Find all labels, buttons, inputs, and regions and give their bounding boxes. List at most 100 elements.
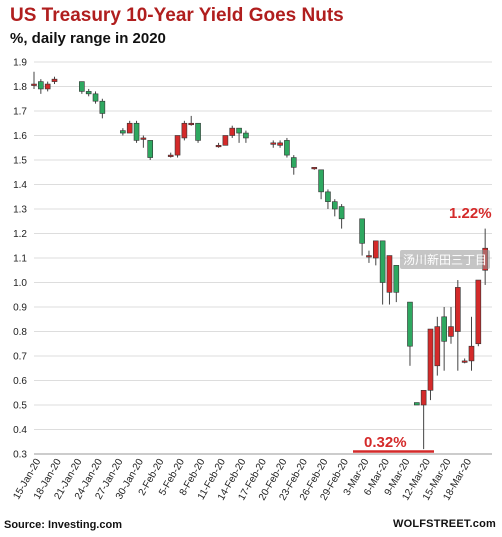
candle-body-up: [215, 145, 222, 148]
candle: [290, 155, 297, 175]
chart-subtitle: %, daily range in 2020: [10, 30, 166, 47]
candle-body-down: [92, 93, 99, 102]
source-label: Source: Investing.com: [4, 519, 122, 531]
y-tick-label: 1.5: [13, 156, 27, 167]
candle-body-up: [366, 255, 372, 258]
candle: [372, 240, 379, 266]
candle: [284, 137, 290, 158]
candle: [414, 402, 420, 406]
candle: [120, 128, 126, 136]
candle-body-down: [133, 122, 140, 141]
y-tick-label: 0.9: [13, 303, 27, 314]
candle: [311, 167, 318, 170]
candle: [167, 152, 174, 158]
candle: [455, 280, 461, 371]
candle-body-up: [229, 127, 236, 136]
candle: [277, 140, 283, 148]
y-tick-label: 1.7: [13, 107, 27, 118]
candle-body-down: [379, 240, 386, 283]
candle: [270, 140, 277, 148]
candle: [126, 120, 133, 134]
candle: [366, 250, 372, 263]
candle-body-down: [85, 91, 92, 95]
candle: [31, 71, 37, 89]
candle-body-down: [441, 316, 447, 342]
candle-body-up: [140, 137, 147, 140]
candle-body-up: [372, 240, 379, 259]
y-tick-label: 1.3: [13, 205, 27, 216]
candle: [461, 358, 468, 364]
candle: [133, 120, 140, 143]
y-tick-label: 1.8: [13, 82, 27, 93]
candle-body-down: [331, 201, 338, 210]
candle: [427, 328, 434, 401]
candle: [85, 88, 92, 97]
candle-body-up: [386, 255, 393, 293]
candle-body-up: [420, 389, 427, 406]
y-tick-label: 1.4: [13, 180, 27, 191]
candle: [359, 218, 365, 256]
candle-body-up: [427, 328, 434, 391]
candle: [174, 135, 181, 158]
y-tick-label: 0.7: [13, 352, 27, 363]
y-tick-label: 0.4: [13, 425, 27, 436]
y-tick-label: 0.5: [13, 401, 27, 412]
candle-body-down: [147, 140, 154, 158]
candle-body-down: [407, 301, 413, 347]
candle-body-down: [284, 140, 290, 156]
candle-body-up: [475, 279, 482, 345]
y-tick-label: 0.3: [13, 450, 27, 461]
candle-body-up: [270, 142, 277, 145]
candle-body-up: [51, 78, 58, 82]
candle-body-up: [31, 83, 37, 86]
candle-body-down: [318, 169, 324, 193]
candle-body-down: [359, 218, 365, 244]
candle: [188, 115, 195, 126]
candle-body-up: [468, 345, 475, 362]
grid-layer: [34, 61, 492, 455]
candle-body-up: [188, 122, 195, 126]
candle: [195, 122, 201, 143]
candle-body-down: [414, 402, 420, 406]
candle: [434, 316, 441, 376]
candle: [38, 79, 44, 94]
y-tick-label: 1.2: [13, 229, 27, 240]
candle: [147, 140, 154, 160]
y-tick-label: 1.0: [13, 278, 27, 289]
watermark: 汤川新田三丁目: [400, 250, 491, 269]
candle: [215, 142, 222, 148]
candle-body-down: [236, 127, 242, 134]
candle: [318, 169, 324, 200]
candle-body-down: [38, 81, 44, 90]
candle-body-down: [338, 206, 345, 220]
candle-body-up: [174, 135, 181, 156]
candle: [393, 265, 400, 303]
candle: [468, 316, 475, 371]
annotation-layer: 1.22% 0.32%: [353, 205, 492, 453]
x-axis: 15-Jan-2018-Jan-2021-Jan-2024-Jan-2027-J…: [11, 457, 474, 503]
candle-layer: [31, 71, 488, 450]
candle: [99, 98, 106, 119]
candle: [79, 81, 85, 94]
candle: [51, 76, 58, 85]
candle-body-down: [290, 157, 297, 168]
chart-title: US Treasury 10-Year Yield Goes Nuts: [10, 5, 344, 26]
candle: [379, 240, 386, 305]
candle-body-down: [393, 265, 400, 293]
candle-body-up: [455, 287, 461, 332]
y-tick-label: 0.8: [13, 327, 27, 338]
candle-body-down: [243, 132, 249, 139]
candle: [325, 189, 331, 209]
candle-body-down: [99, 100, 106, 114]
candle-body-up: [461, 360, 468, 363]
y-tick-label: 1.1: [13, 254, 27, 265]
annotation-high: 1.22%: [449, 205, 492, 222]
candle: [243, 130, 249, 143]
candle: [407, 301, 413, 366]
candle-body-down: [195, 122, 201, 141]
candle: [236, 127, 242, 143]
candle-body-up: [448, 326, 454, 337]
candle: [331, 199, 338, 217]
candle-body-up: [311, 167, 318, 170]
